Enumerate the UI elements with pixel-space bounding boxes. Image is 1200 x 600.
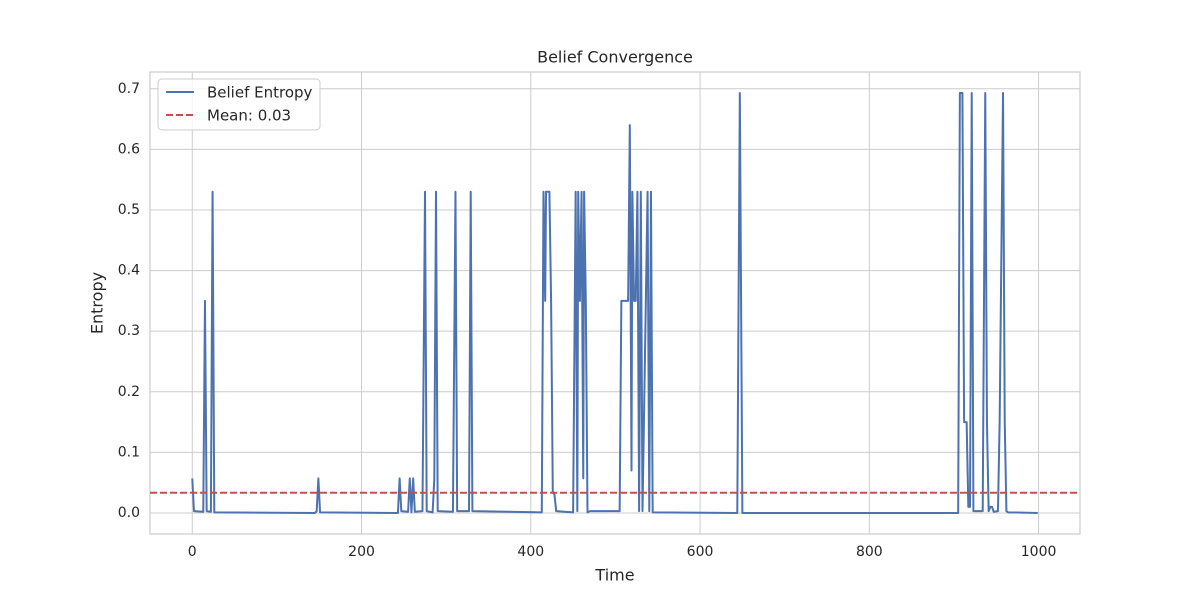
x-axis-label: Time [594, 566, 634, 585]
y-tick-label: 0.5 [118, 202, 140, 218]
y-tick-label: 0.7 [118, 81, 140, 97]
x-tick-label: 200 [348, 544, 375, 560]
y-tick-label: 0.3 [118, 323, 140, 339]
y-tick-label: 0.4 [118, 263, 140, 279]
x-tick-label: 800 [856, 544, 883, 560]
y-tick-label: 0.0 [118, 505, 140, 521]
legend-label: Mean: 0.03 [207, 107, 291, 125]
chart-title: Belief Convergence [537, 48, 693, 67]
legend-label: Belief Entropy [207, 84, 313, 102]
y-tick-label: 0.1 [118, 444, 140, 460]
x-tick-label: 0 [188, 544, 197, 560]
data-line [191, 92, 1038, 514]
legend-box [157, 78, 321, 131]
plot-border [149, 71, 1081, 535]
x-tick-label: 1000 [1021, 544, 1057, 560]
y-axis-label: Entropy [88, 272, 107, 334]
y-tick-label: 0.2 [118, 384, 140, 400]
x-tick-label: 600 [687, 544, 714, 560]
x-tick-label: 400 [517, 544, 544, 560]
y-tick-label: 0.6 [118, 141, 140, 157]
